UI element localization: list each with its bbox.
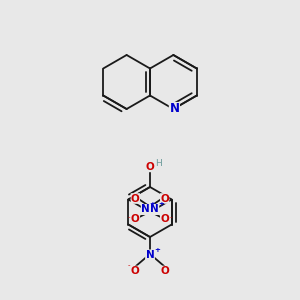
Text: -: - <box>169 214 172 220</box>
Text: O: O <box>131 194 140 203</box>
Text: O: O <box>130 266 140 276</box>
Text: N: N <box>146 250 154 260</box>
Text: -: - <box>128 214 130 220</box>
Text: N: N <box>141 205 150 214</box>
Text: +: + <box>150 202 156 208</box>
Text: O: O <box>131 214 140 224</box>
Text: +: + <box>154 247 160 253</box>
Text: -: - <box>128 262 130 268</box>
Text: N: N <box>150 205 159 214</box>
Text: O: O <box>146 162 154 172</box>
Text: H: H <box>156 160 162 169</box>
Text: O: O <box>160 266 169 276</box>
Text: O: O <box>160 194 169 203</box>
Text: +: + <box>158 202 164 208</box>
Text: O: O <box>160 214 169 224</box>
Text: N: N <box>169 103 179 116</box>
